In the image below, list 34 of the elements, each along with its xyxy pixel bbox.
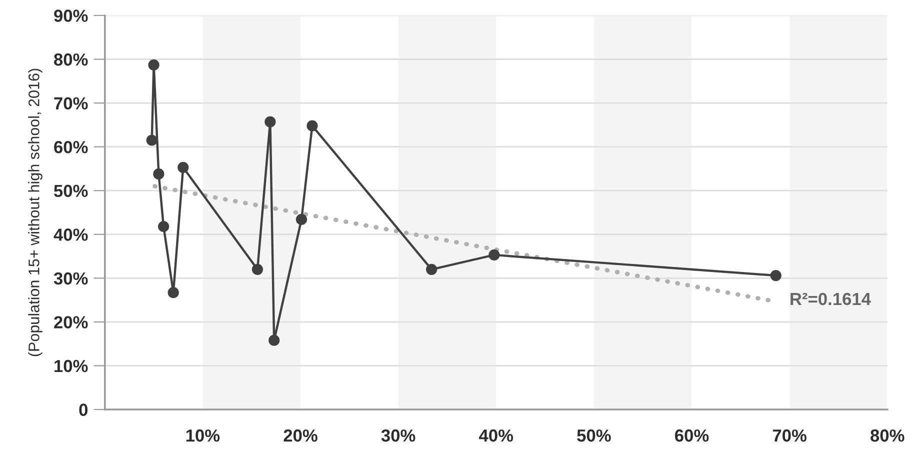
point xyxy=(426,264,438,275)
x-tick-label: 20% xyxy=(284,429,318,442)
point xyxy=(264,116,276,128)
point xyxy=(252,264,264,275)
x-tick-label: 30% xyxy=(381,429,416,442)
y-tick-label: 60% xyxy=(54,140,88,154)
x-tick-label: 60% xyxy=(675,429,709,442)
x-tick-label: 50% xyxy=(577,429,611,442)
y-tick-label: 90% xyxy=(54,10,88,22)
point xyxy=(488,249,500,261)
point xyxy=(153,168,164,180)
point xyxy=(770,270,782,282)
y-axis-title: (Population 15+ without high school, 2016) xyxy=(28,68,42,356)
y-tick-label: 10% xyxy=(54,360,88,372)
y-tick-label: 70% xyxy=(54,97,88,110)
point xyxy=(296,214,308,226)
x-tick-label: 70% xyxy=(772,429,806,442)
y-tick-label: 30% xyxy=(54,272,88,285)
point xyxy=(306,120,318,132)
annotation: R²=0.1614 xyxy=(790,292,871,306)
point xyxy=(178,162,189,173)
y-tick-label: 20% xyxy=(54,316,88,328)
y-tick-label: 0 xyxy=(79,404,88,416)
point xyxy=(168,287,179,298)
point xyxy=(268,334,280,346)
x-tick-label: 40% xyxy=(479,429,514,442)
x-tick-label: 80% xyxy=(870,429,904,442)
point xyxy=(148,59,160,70)
y-tick-label: 80% xyxy=(54,53,88,66)
x-tick-label: 10% xyxy=(186,429,220,442)
point xyxy=(146,134,158,146)
y-tick-label: 40% xyxy=(54,228,88,241)
y-tick-label: 50% xyxy=(54,184,88,198)
point xyxy=(158,220,170,232)
